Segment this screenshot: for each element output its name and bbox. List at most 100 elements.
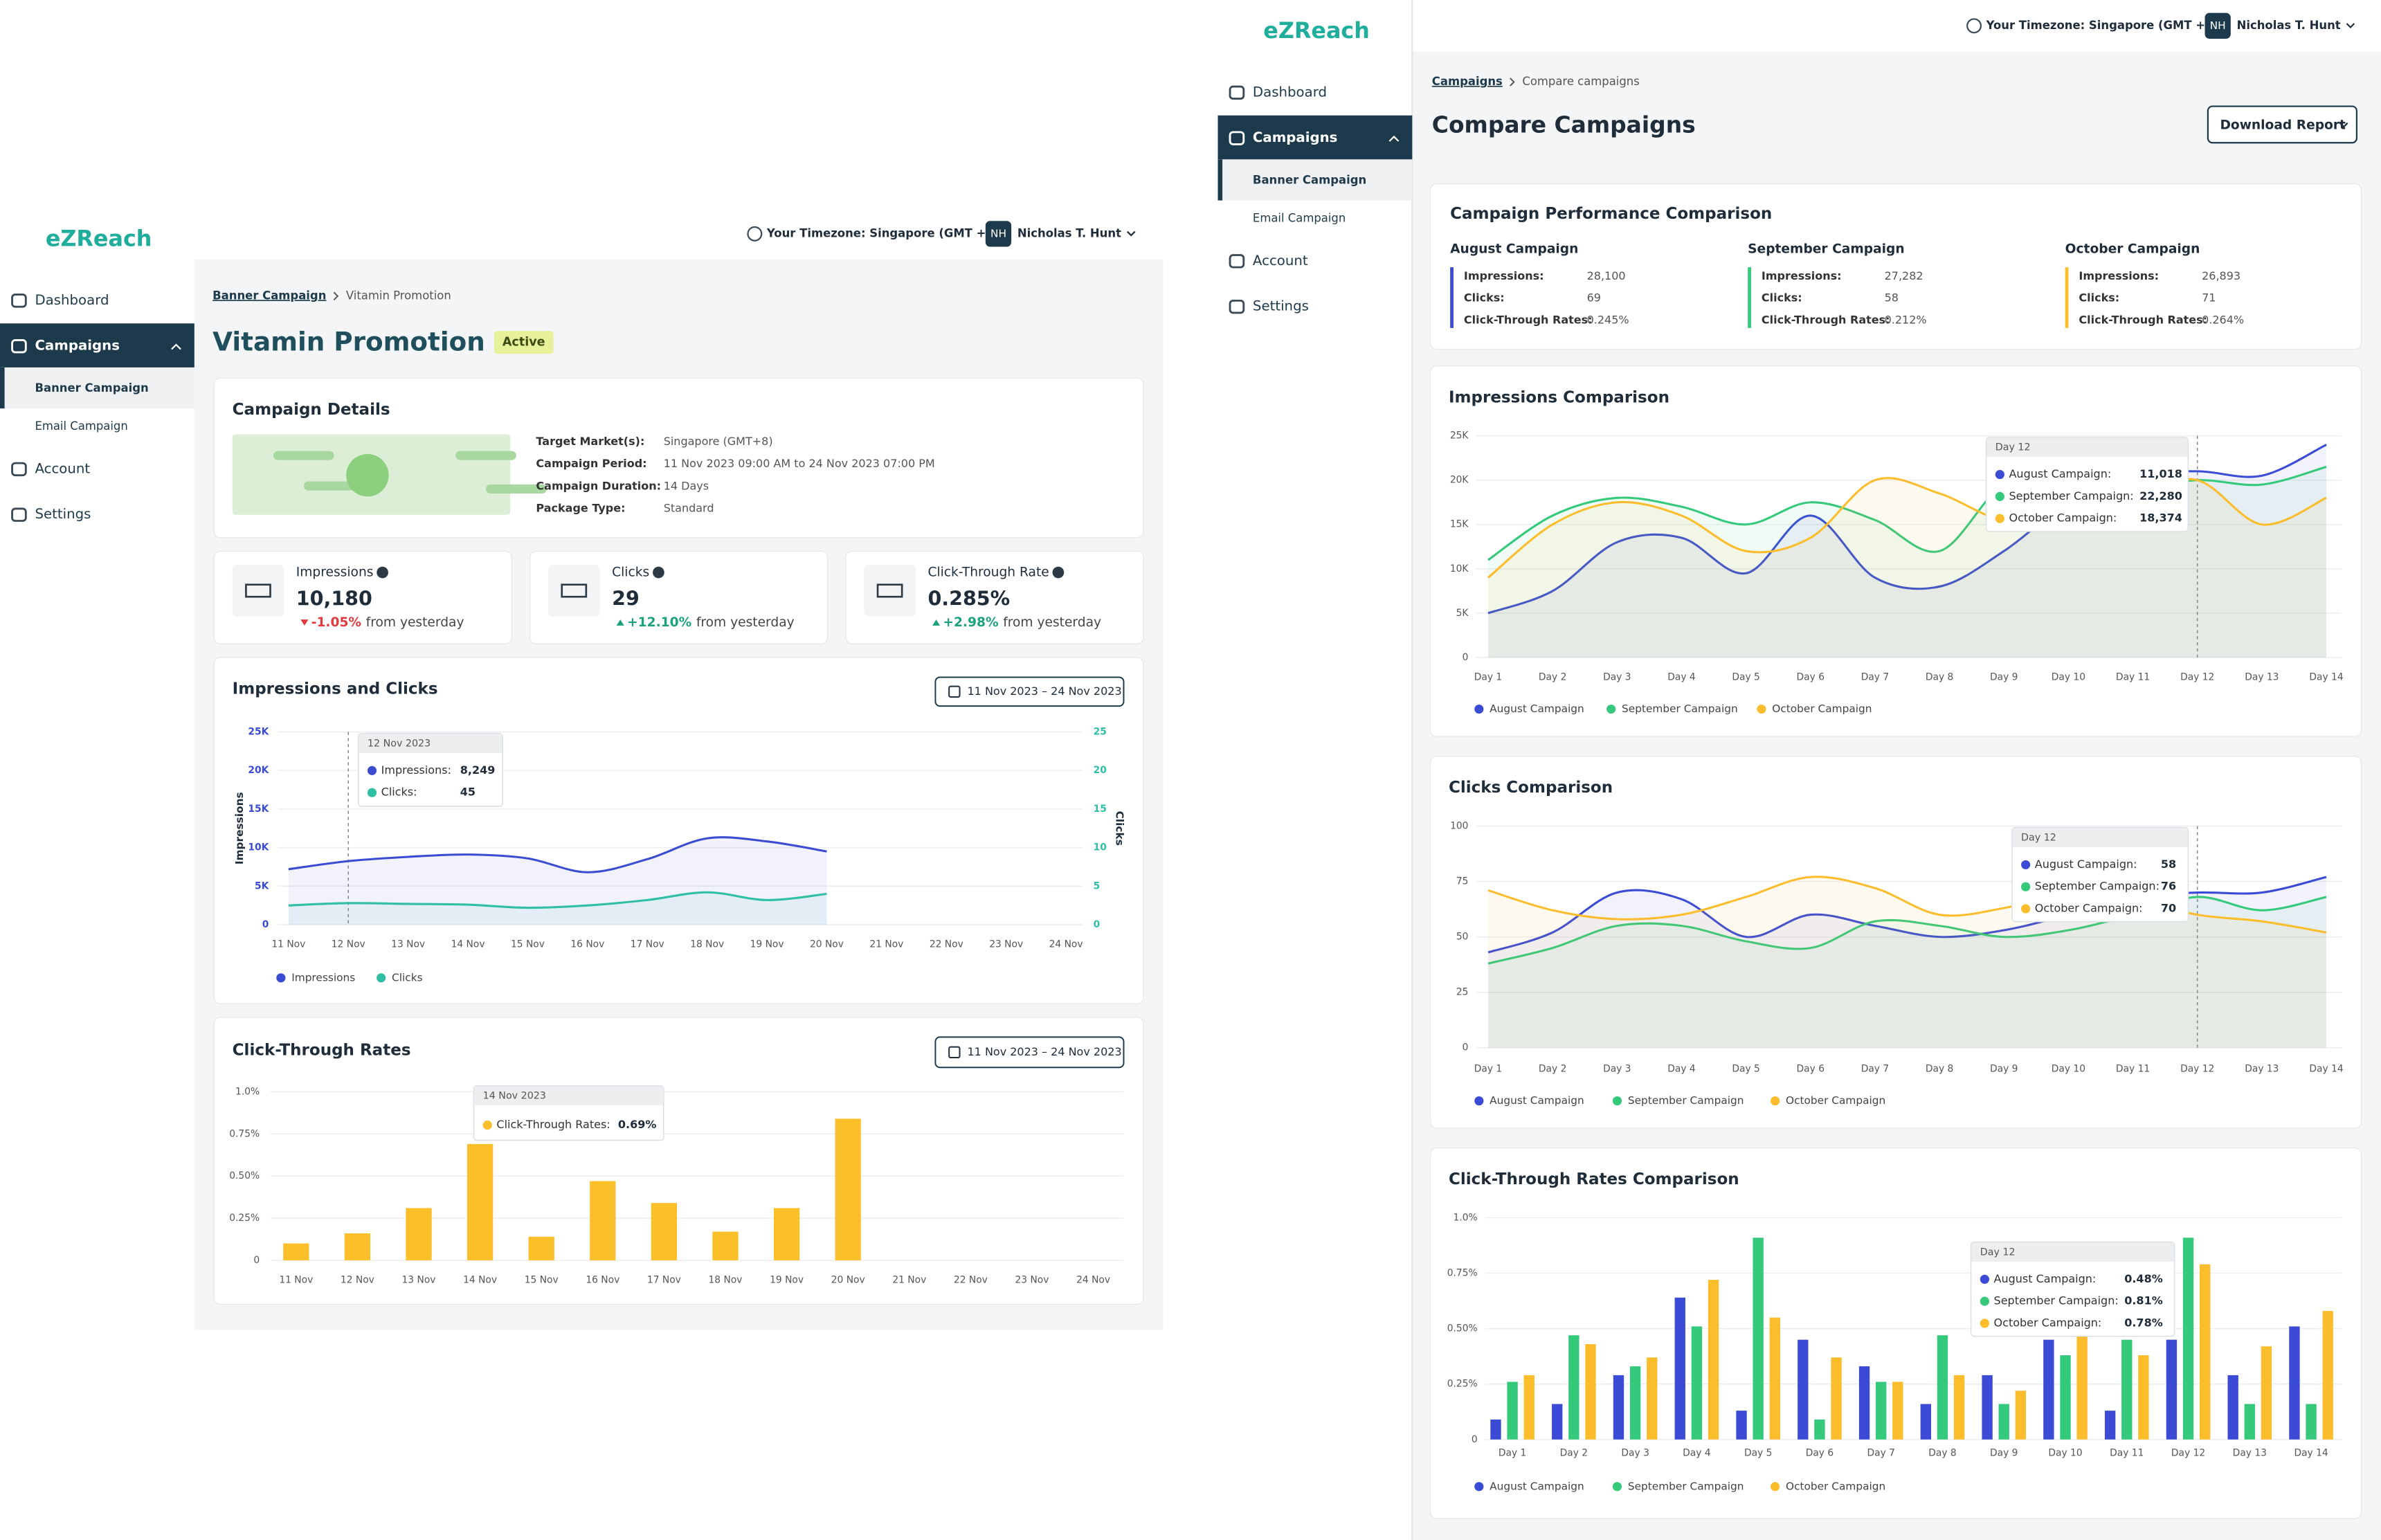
download-button[interactable] [2207,105,2357,144]
x-tick-label: 12 Nov [332,939,365,950]
y-tick-label: 15K [1450,519,1469,530]
bar [2261,1346,2272,1440]
x-tick-label: Day 9 [1990,671,2018,682]
area [1488,896,2327,1048]
nav-item[interactable]: Campaigns [1253,129,1338,145]
metric-value: 29 [612,588,640,610]
bar [1523,1375,1534,1440]
x-tick-label: Day 6 [1797,1063,1825,1074]
stat-label: Clicks: [2079,291,2119,305]
bar [1585,1344,1596,1440]
legend-swatch [1771,1482,1780,1492]
detail-label: Target Market(s): [536,435,644,448]
tooltip-swatch [2021,882,2031,891]
tooltip-swatch [1995,491,2004,501]
x-tick-label: Day 5 [1744,1448,1772,1459]
line [288,836,827,873]
nav-item[interactable]: Settings [1253,298,1309,314]
bar [528,1236,554,1260]
x-tick-label: Day 2 [1539,671,1566,682]
x-tick-label: 21 Nov [892,1274,926,1285]
y2-tick-label: 5 [1094,880,1101,891]
x-tick-label: 16 Nov [586,1274,619,1285]
card [845,550,1144,644]
metric-icon-box [864,565,916,617]
metric-note: from yesterday [366,615,464,630]
nav-item[interactable]: Email Campaign [1253,211,1346,224]
stat-value: 28,100 [1587,269,1626,282]
tooltip-swatch [1980,1319,1989,1328]
stat-label: Impressions: [1464,269,1544,282]
nav-item[interactable]: Banner Campaign [35,381,148,395]
x-tick-label: Day 2 [1560,1448,1588,1459]
tooltip-swatch [1995,469,2004,480]
metric-name: Impressions [296,565,374,580]
logo: eZReach [46,226,152,252]
date-range-button[interactable] [934,676,1125,707]
breadcrumb-link[interactable]: Banner Campaign [212,289,326,302]
nav-item[interactable]: Dashboard [35,292,109,308]
banner-decoration [346,453,389,497]
x-tick-label: Day 8 [1928,1448,1956,1459]
nav-item[interactable]: Campaigns [35,338,120,354]
legend-label: August Campaign [1490,1480,1584,1492]
tooltip-header [1986,437,2188,458]
bar [1814,1419,1825,1440]
tooltip-value: 0.81% [2124,1294,2163,1307]
bar [1490,1419,1501,1440]
breadcrumb-link[interactable]: Campaigns [1432,75,1503,88]
bar [1613,1375,1624,1440]
bar [283,1243,309,1260]
nav-item[interactable]: Banner Campaign [1253,174,1366,187]
tooltip-label: Click-Through Rates: [496,1118,610,1131]
calendar-icon [948,1046,961,1059]
x-tick-label: 20 Nov [810,939,844,950]
y-tick-label: 0.50% [1447,1323,1478,1334]
x-tick-label: Day 10 [2048,1448,2082,1459]
x-tick-label: Day 3 [1621,1448,1649,1459]
x-tick-label: Day 3 [1603,671,1631,682]
user-name[interactable]: Nicholas T. Hunt [1017,226,1121,239]
tooltip-header [474,1086,663,1105]
user-name[interactable]: Nicholas T. Hunt [2237,19,2341,32]
chevron-up [171,343,181,350]
nav-sub-marker [1217,159,1223,201]
date-range-label[interactable]: 11 Nov 2023 – 24 Nov 2023 [968,1045,1122,1058]
x-tick-label: Day 1 [1499,1448,1526,1459]
tooltip-value: 18,374 [2139,511,2182,525]
tooltip-label: September Campaign: [2035,880,2160,893]
nav-item[interactable]: Account [1253,253,1308,269]
avatar-initials: NH [2210,19,2226,32]
x-tick-label: 24 Nov [1049,939,1083,950]
x-tick-label: Day 6 [1797,671,1825,682]
campaign-name: August Campaign [1450,242,1578,256]
nav-item[interactable]: Account [35,460,90,476]
tooltip-value: 0.69% [618,1118,657,1131]
tooltip-label: Clicks: [381,786,417,799]
y2-tick-label: 0 [1094,919,1101,930]
tooltip-header [2012,828,2188,847]
breadcrumb-current: Compare campaigns [1522,75,1639,88]
nav-item[interactable]: Dashboard [1253,84,1327,100]
tooltip [2011,826,2189,923]
y-tick-label: 25K [248,726,269,737]
nav-item[interactable]: Settings [35,506,91,522]
nav-item[interactable]: Email Campaign [35,419,127,433]
x-tick-label: 19 Nov [770,1274,804,1285]
download-label[interactable]: Download Report [2220,118,2346,132]
legend-label: September Campaign [1628,1094,1744,1107]
tooltip-swatch [1980,1274,1989,1284]
status-text: Active [503,336,545,350]
breadcrumb-current: Vitamin Promotion [346,289,451,302]
legend-label: October Campaign [1786,1480,1885,1492]
date-range-label[interactable]: 11 Nov 2023 – 24 Nov 2023 [968,685,1122,698]
tooltip-label: October Campaign: [2035,902,2143,915]
tooltip-swatch [367,788,377,797]
tooltip-title: Day 12 [1995,442,2031,453]
bar [773,1208,800,1260]
detail-label: Campaign Duration: [536,479,661,492]
campaign-color-bar [1450,267,1454,328]
date-range-button[interactable] [934,1036,1125,1069]
detail-value: Standard [664,502,714,515]
x-tick-label: Day 14 [2294,1448,2328,1459]
